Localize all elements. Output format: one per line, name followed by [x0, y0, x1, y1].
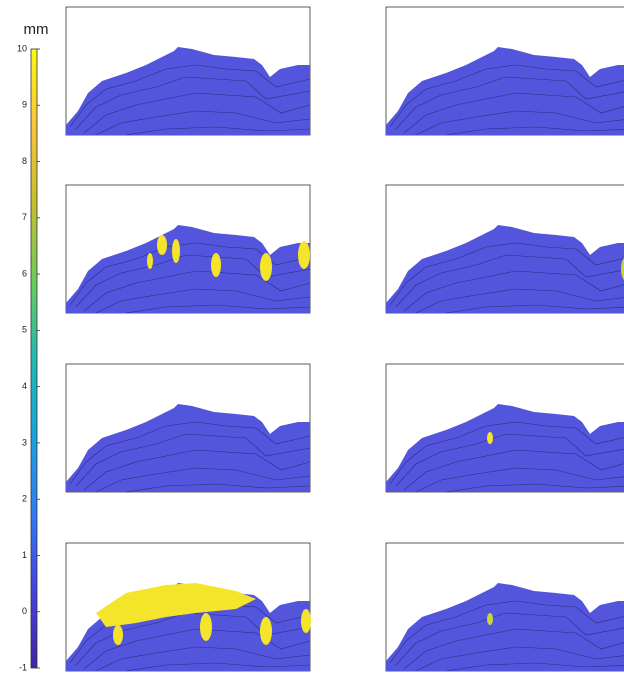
panel [385, 6, 624, 136]
tick-label: 3 [22, 437, 27, 447]
tick-label: 4 [22, 381, 27, 391]
colorbar-unit: mm [24, 21, 49, 38]
tick-label: 5 [22, 325, 27, 335]
tick-label: -1 [19, 662, 27, 672]
tick-label: 6 [22, 268, 27, 278]
panel [65, 542, 311, 672]
panel [65, 6, 311, 136]
panel [385, 363, 624, 493]
panel [385, 184, 624, 314]
tick-label: 1 [22, 550, 27, 560]
tick-label: 10 [17, 43, 27, 53]
panel [385, 542, 624, 672]
panel [65, 184, 311, 314]
tick-label: 2 [22, 494, 27, 504]
colorbar [30, 48, 38, 669]
tick-label: 7 [22, 212, 27, 222]
panel [65, 363, 311, 493]
tick-label: 0 [22, 606, 27, 616]
tick-label: 8 [22, 156, 27, 166]
tick-label: 9 [22, 100, 27, 110]
